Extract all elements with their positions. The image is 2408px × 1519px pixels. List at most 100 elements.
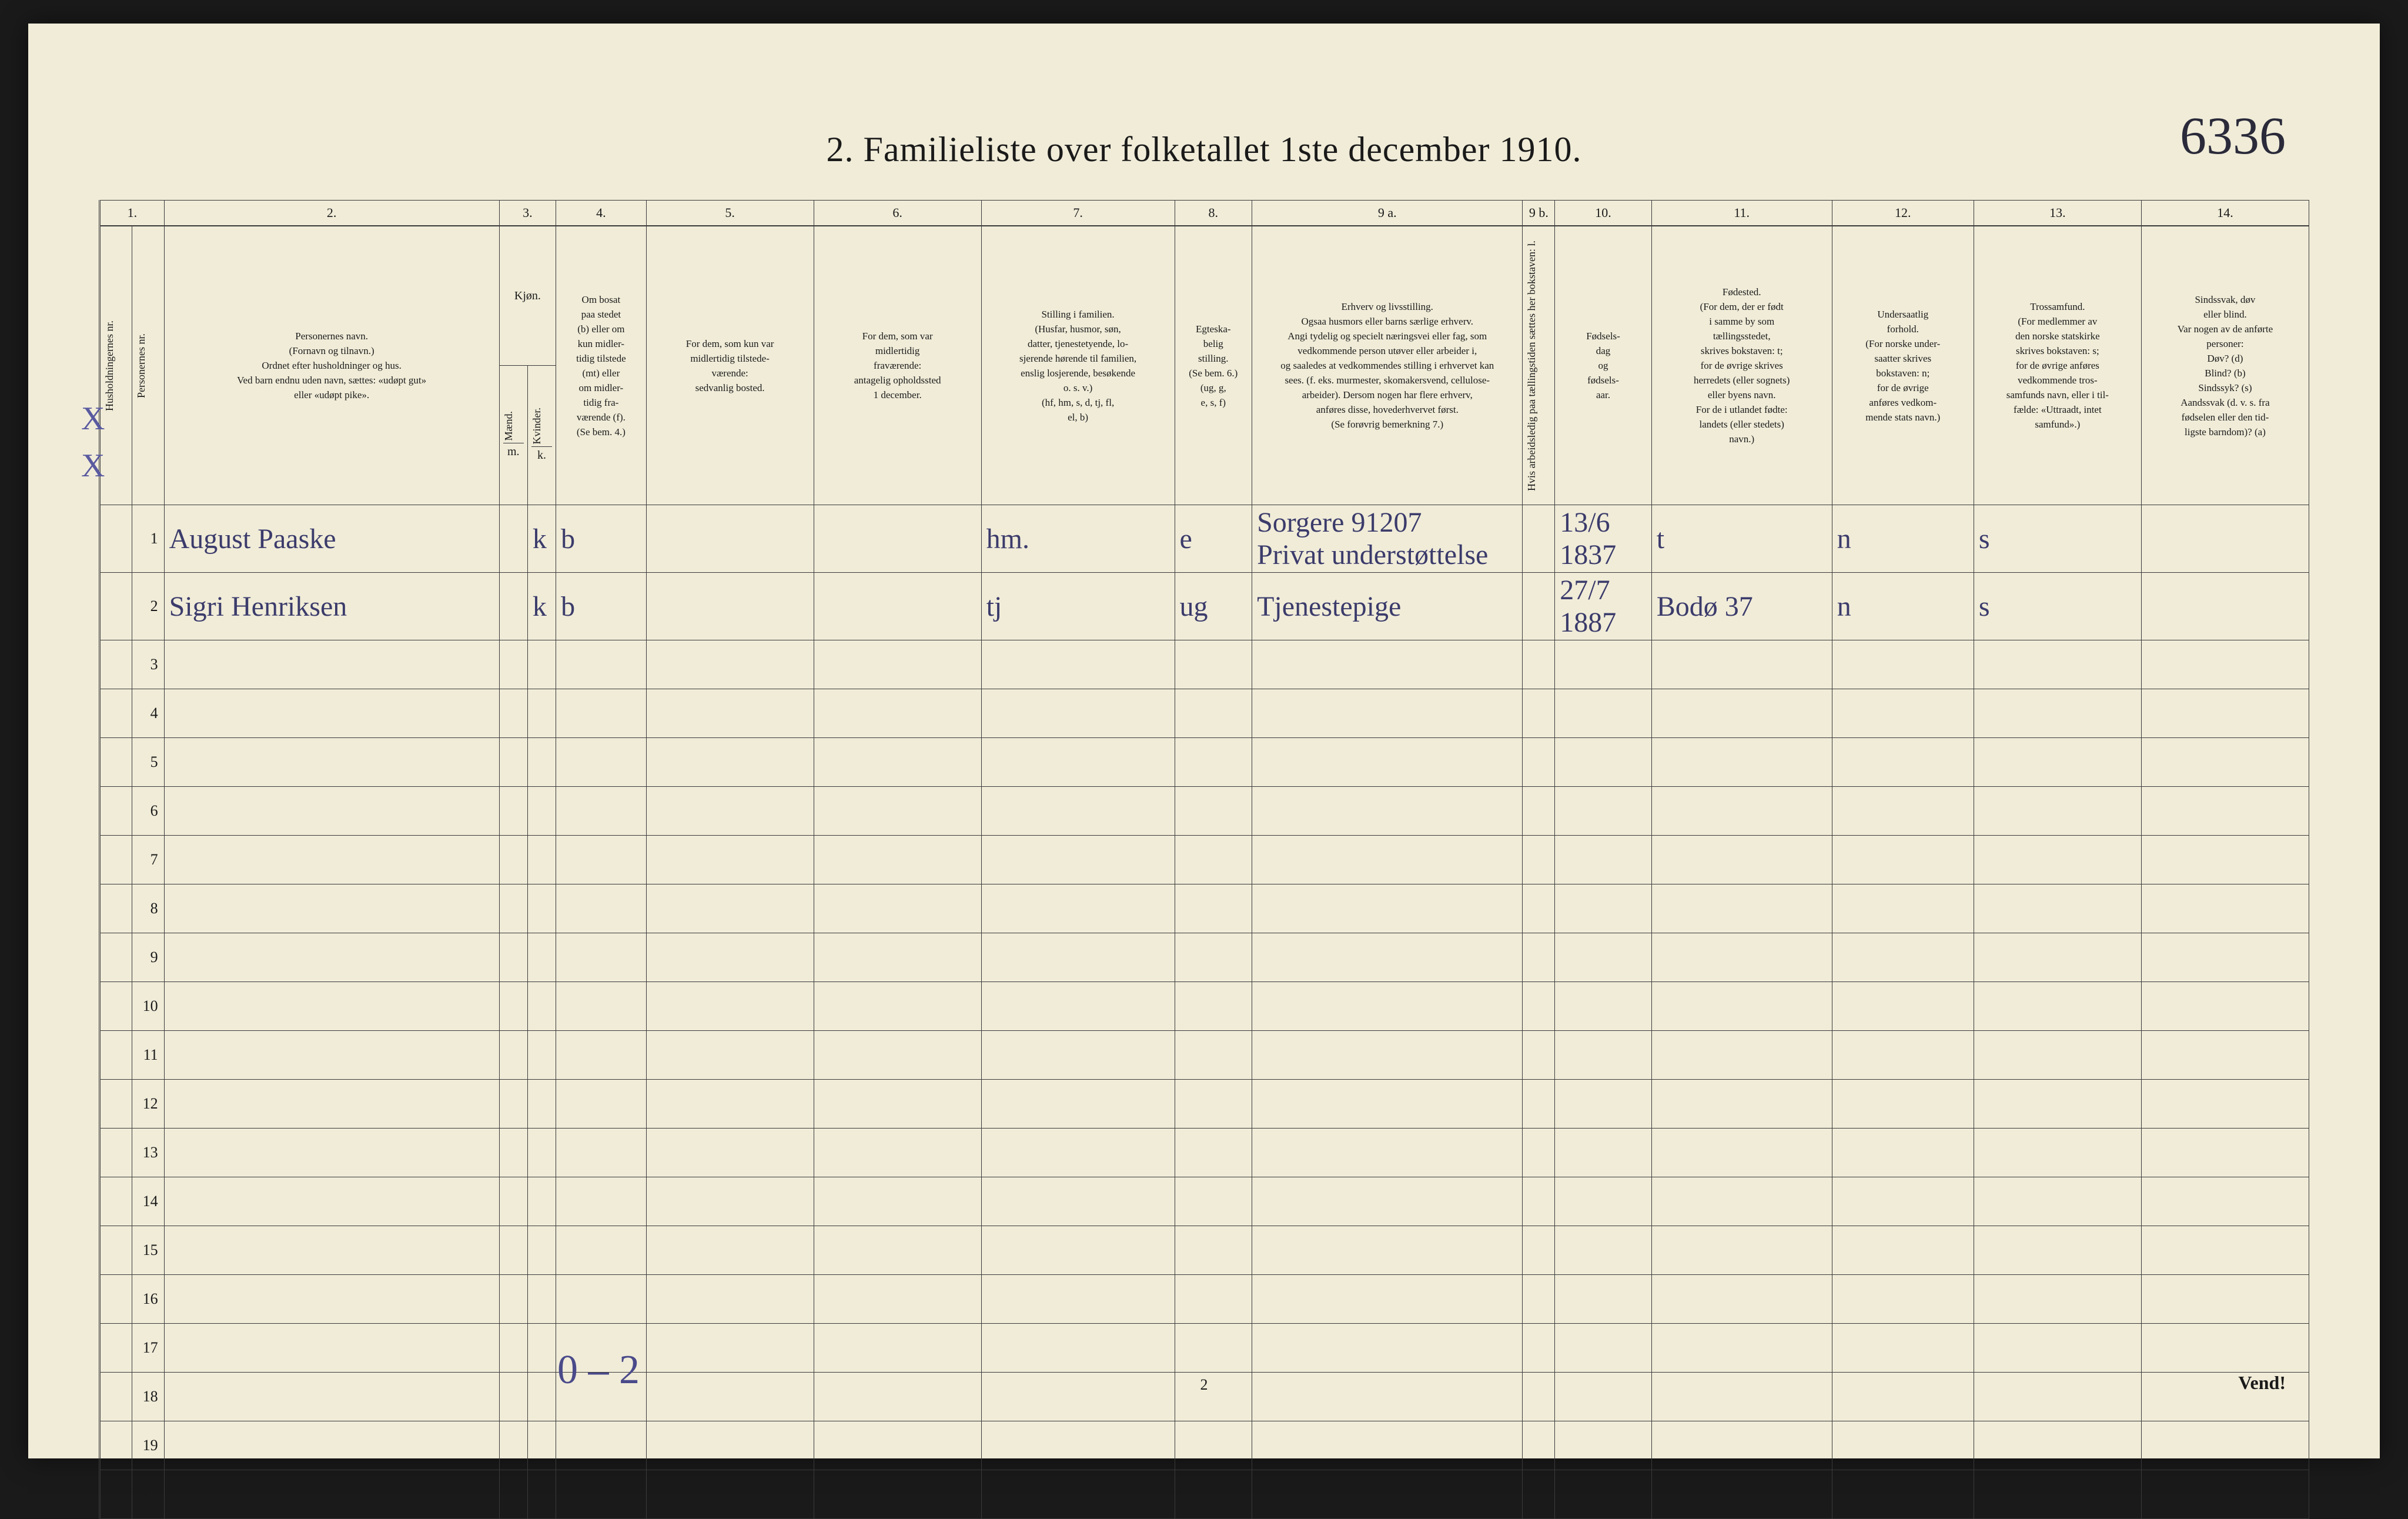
colnum-12: 12. bbox=[1832, 201, 1974, 226]
table-row: 12 bbox=[100, 1080, 2309, 1129]
cell-frav bbox=[814, 573, 981, 640]
cell-tros: s bbox=[1974, 505, 2141, 573]
colnum-11: 11. bbox=[1651, 201, 1832, 226]
cell-empty bbox=[981, 1177, 1175, 1226]
cell-pers: 1 bbox=[132, 505, 164, 573]
cell-empty bbox=[1252, 640, 1523, 689]
cell-hush bbox=[100, 1324, 132, 1373]
cell-empty bbox=[164, 787, 499, 836]
cell-empty bbox=[1252, 1226, 1523, 1275]
cell-frav bbox=[814, 505, 981, 573]
cell-empty bbox=[1651, 1129, 1832, 1177]
cell-empty bbox=[499, 836, 527, 884]
cell-empty bbox=[814, 1373, 981, 1421]
colnum-8: 8. bbox=[1175, 201, 1252, 226]
cell-empty bbox=[164, 1324, 499, 1373]
cell-empty bbox=[1651, 982, 1832, 1031]
cell-pers: 16 bbox=[132, 1275, 164, 1324]
cell-empty bbox=[556, 1275, 646, 1324]
cell-empty bbox=[1523, 738, 1555, 787]
colnum-4: 4. bbox=[556, 201, 646, 226]
cell-hush bbox=[100, 1275, 132, 1324]
cell-hush bbox=[100, 1470, 132, 1519]
cell-empty bbox=[1175, 982, 1252, 1031]
header-under: Undersaatlig forhold. (For norske under-… bbox=[1832, 226, 1974, 505]
cell-empty bbox=[1523, 1080, 1555, 1129]
cell-empty bbox=[499, 982, 527, 1031]
cell-empty bbox=[164, 1080, 499, 1129]
cell-empty bbox=[1974, 884, 2141, 933]
cell-empty bbox=[1252, 738, 1523, 787]
cell-empty bbox=[1523, 1470, 1555, 1519]
cell-empty bbox=[1175, 1129, 1252, 1177]
cell-empty bbox=[1252, 1421, 1523, 1470]
cell-empty bbox=[1651, 1177, 1832, 1226]
cell-empty bbox=[981, 689, 1175, 738]
cell-empty bbox=[1523, 933, 1555, 982]
margin-x-1: X bbox=[81, 400, 105, 438]
cell-empty bbox=[1555, 1226, 1651, 1275]
cell-empty bbox=[1175, 1421, 1252, 1470]
cell-fsted: Bodø 37 bbox=[1651, 573, 1832, 640]
cell-empty bbox=[1832, 738, 1974, 787]
cell-empty bbox=[2141, 689, 2309, 738]
cell-pers: 13 bbox=[132, 1129, 164, 1177]
cell-empty bbox=[527, 1031, 556, 1080]
table-row: 13 bbox=[100, 1129, 2309, 1177]
header-kjon: Kjøn. bbox=[499, 226, 556, 366]
cell-under: n bbox=[1832, 505, 1974, 573]
cell-empty bbox=[2141, 1177, 2309, 1226]
cell-empty bbox=[499, 1421, 527, 1470]
cell-empty bbox=[1832, 1373, 1974, 1421]
cell-empty bbox=[646, 1129, 814, 1177]
cell-empty bbox=[2141, 982, 2309, 1031]
cell-empty bbox=[646, 787, 814, 836]
cell-empty bbox=[1832, 1129, 1974, 1177]
cell-empty bbox=[527, 884, 556, 933]
cell-arb bbox=[1523, 573, 1555, 640]
cell-empty bbox=[527, 1177, 556, 1226]
cell-empty bbox=[1651, 640, 1832, 689]
cell-empty bbox=[1974, 1373, 2141, 1421]
cell-empty bbox=[1252, 787, 1523, 836]
cell-empty bbox=[1974, 787, 2141, 836]
cell-empty bbox=[2141, 933, 2309, 982]
cell-empty bbox=[1974, 1177, 2141, 1226]
cell-empty bbox=[1175, 640, 1252, 689]
cell-empty bbox=[1832, 1275, 1974, 1324]
cell-empty bbox=[1974, 1080, 2141, 1129]
cell-egte: ug bbox=[1175, 573, 1252, 640]
cell-bosat: b bbox=[556, 505, 646, 573]
cell-pers: 17 bbox=[132, 1324, 164, 1373]
cell-empty bbox=[499, 1373, 527, 1421]
cell-empty bbox=[1555, 689, 1651, 738]
colnum-9a: 9 a. bbox=[1252, 201, 1523, 226]
cell-pers: 9 bbox=[132, 933, 164, 982]
cell-empty bbox=[2141, 1080, 2309, 1129]
cell-empty bbox=[1555, 1129, 1651, 1177]
cell-empty bbox=[556, 836, 646, 884]
cell-empty bbox=[981, 1324, 1175, 1373]
cell-empty bbox=[527, 787, 556, 836]
cell-empty bbox=[981, 1275, 1175, 1324]
cell-empty bbox=[1832, 640, 1974, 689]
cell-empty bbox=[556, 933, 646, 982]
cell-empty bbox=[499, 884, 527, 933]
cell-empty bbox=[646, 1373, 814, 1421]
cell-empty bbox=[527, 1324, 556, 1373]
cell-empty bbox=[981, 640, 1175, 689]
cell-empty bbox=[1175, 738, 1252, 787]
cell-k: k bbox=[527, 505, 556, 573]
margin-x-2: X bbox=[81, 447, 105, 485]
cell-empty bbox=[646, 689, 814, 738]
cell-empty bbox=[1555, 1373, 1651, 1421]
cell-hush bbox=[100, 1031, 132, 1080]
cell-empty bbox=[1252, 1080, 1523, 1129]
cell-empty bbox=[164, 982, 499, 1031]
cell-empty bbox=[646, 884, 814, 933]
cell-erhv: Sorgere 91207 Privat understøttelse bbox=[1252, 505, 1523, 573]
table-row: 14 bbox=[100, 1177, 2309, 1226]
cell-empty bbox=[646, 1324, 814, 1373]
cell-empty bbox=[1974, 1275, 2141, 1324]
table-row: 16 bbox=[100, 1275, 2309, 1324]
